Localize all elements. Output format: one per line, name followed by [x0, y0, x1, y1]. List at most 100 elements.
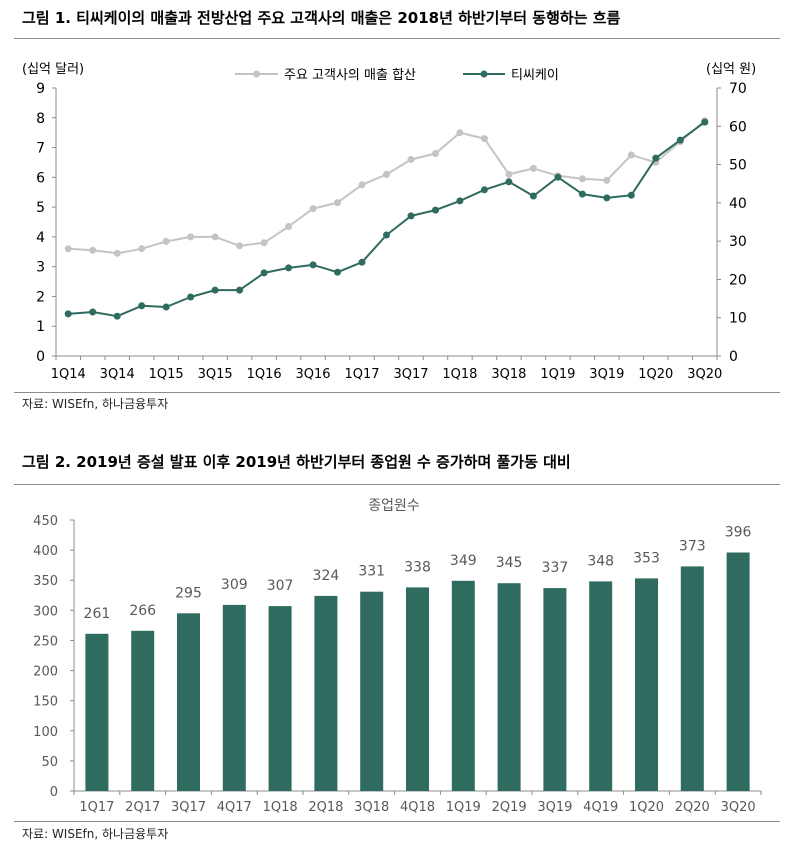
figure-2-bottom-rule: [14, 821, 780, 822]
left-y-tick-label: 1: [36, 319, 45, 335]
right-y-tick-label: 20: [729, 272, 747, 288]
legend-label: 티씨케이: [511, 68, 559, 83]
series-2-point: [334, 268, 341, 276]
bar: [589, 581, 613, 791]
series-1-point: [603, 176, 611, 184]
left-y-tick-label: 3: [36, 260, 45, 276]
left-y-tick-label: 9: [36, 81, 45, 97]
series-2-point: [676, 136, 684, 144]
x-tick-label: 1Q19: [446, 800, 481, 815]
bar: [726, 552, 750, 791]
right-y-tick-label: 30: [729, 234, 747, 250]
bar: [85, 633, 109, 791]
bar-value-label: 349: [450, 553, 477, 569]
bar-value-label: 348: [587, 553, 614, 569]
series-1-point: [529, 164, 537, 172]
series-1-point: [260, 239, 268, 247]
x-tick-label: 4Q19: [583, 800, 618, 815]
figure-1-caption-rule: [14, 38, 780, 39]
left-y-tick-label: 0: [36, 349, 45, 365]
series-1: [64, 117, 709, 257]
series-2-point: [89, 308, 97, 316]
series-2-point: [456, 197, 464, 205]
bar: [177, 613, 200, 791]
bar-value-label: 266: [129, 603, 156, 619]
series-2-point: [64, 310, 72, 318]
y-tick-label: 450: [33, 514, 58, 529]
left-y-tick-label: 7: [36, 141, 45, 157]
series-1-point: [64, 245, 72, 253]
series-2-point: [652, 154, 660, 162]
bar-value-label: 331: [358, 564, 385, 580]
x-tick-label: 3Q19: [589, 367, 624, 382]
x-tick-label: 4Q17: [217, 800, 252, 815]
x-tick-label: 1Q15: [149, 367, 184, 382]
x-tick-label: 3Q20: [687, 367, 722, 382]
left-y-tick-label: 8: [36, 111, 45, 127]
x-tick-label: 2Q17: [125, 800, 160, 815]
x-tick-label: 1Q20: [638, 367, 673, 382]
y-tick-label: 50: [41, 755, 58, 770]
series-2-point: [480, 186, 488, 194]
series-2-point: [603, 194, 611, 202]
legend-label: 주요 고객사의 매출 합산: [284, 68, 416, 83]
series-2-point: [578, 190, 586, 198]
bar: [360, 591, 384, 791]
right-y-tick-label: 70: [729, 81, 747, 97]
x-tick-label: 3Q18: [491, 367, 526, 382]
series-2-point: [529, 192, 537, 200]
series-1-point: [89, 246, 97, 254]
series-1-point: [187, 233, 195, 241]
y-tick-label: 400: [33, 544, 58, 559]
series-1-point: [407, 156, 415, 163]
x-tick-label: 3Q16: [296, 367, 331, 382]
legend-marker-swatch: [480, 70, 488, 78]
bar-value-label: 261: [84, 606, 111, 622]
series-1-point: [162, 237, 170, 245]
series-2-point: [138, 302, 146, 310]
bar: [680, 566, 704, 791]
right-y-tick-label: 60: [729, 119, 747, 135]
x-tick-label: 1Q20: [629, 800, 664, 815]
x-tick-label: 3Q14: [100, 367, 135, 382]
right-axis-title: (십억 원): [706, 62, 756, 77]
series-2-point: [309, 261, 317, 269]
series-1-point: [480, 135, 488, 143]
left-axis-title: (십억 달러): [22, 62, 84, 77]
bar: [131, 630, 155, 791]
legend-marker-swatch: [253, 70, 260, 78]
figure-1-caption: 그림 1. 티씨케이의 매출과 전방산업 주요 고객사의 매출은 2018년 하…: [22, 9, 621, 27]
series-2-point: [701, 118, 709, 126]
y-tick-label: 350: [33, 574, 58, 589]
bar: [543, 588, 567, 791]
x-tick-label: 3Q17: [393, 367, 428, 382]
figure-2-bar-chart: 종업원수 0 50 100 150 200 250 300 350 400 450 261 1Q17 26…: [33, 498, 762, 815]
bar: [451, 580, 475, 791]
y-tick-label: 0: [50, 785, 58, 800]
left-y-tick-label: 2: [36, 289, 45, 305]
series-1-point: [285, 223, 293, 230]
series-2-point: [113, 312, 121, 320]
right-y-tick-label: 40: [729, 196, 747, 212]
bar: [314, 595, 338, 791]
series-2-point: [162, 303, 170, 311]
x-tick-label: 3Q20: [721, 800, 756, 815]
series-2-point: [211, 286, 219, 294]
series-1-point: [456, 129, 464, 137]
bar-value-label: 295: [175, 585, 202, 601]
y-tick-label: 250: [33, 634, 58, 649]
series-1-point: [113, 249, 121, 257]
right-y-tick-label: 0: [729, 349, 738, 365]
series-2-point: [407, 212, 415, 220]
x-tick-label: 1Q17: [344, 367, 379, 382]
legend-item-1: 주요 고객사의 매출 합산: [235, 68, 416, 83]
x-tick-label: 2Q18: [308, 800, 343, 815]
series-2-point: [187, 293, 195, 301]
series-1-point: [334, 199, 341, 207]
series-1-point: [211, 233, 219, 241]
x-tick-label: 1Q19: [540, 367, 575, 382]
x-tick-label: 1Q14: [51, 367, 86, 382]
bar: [635, 578, 658, 791]
bar-value-label: 396: [725, 525, 752, 541]
bar-value-label: 337: [542, 560, 569, 576]
